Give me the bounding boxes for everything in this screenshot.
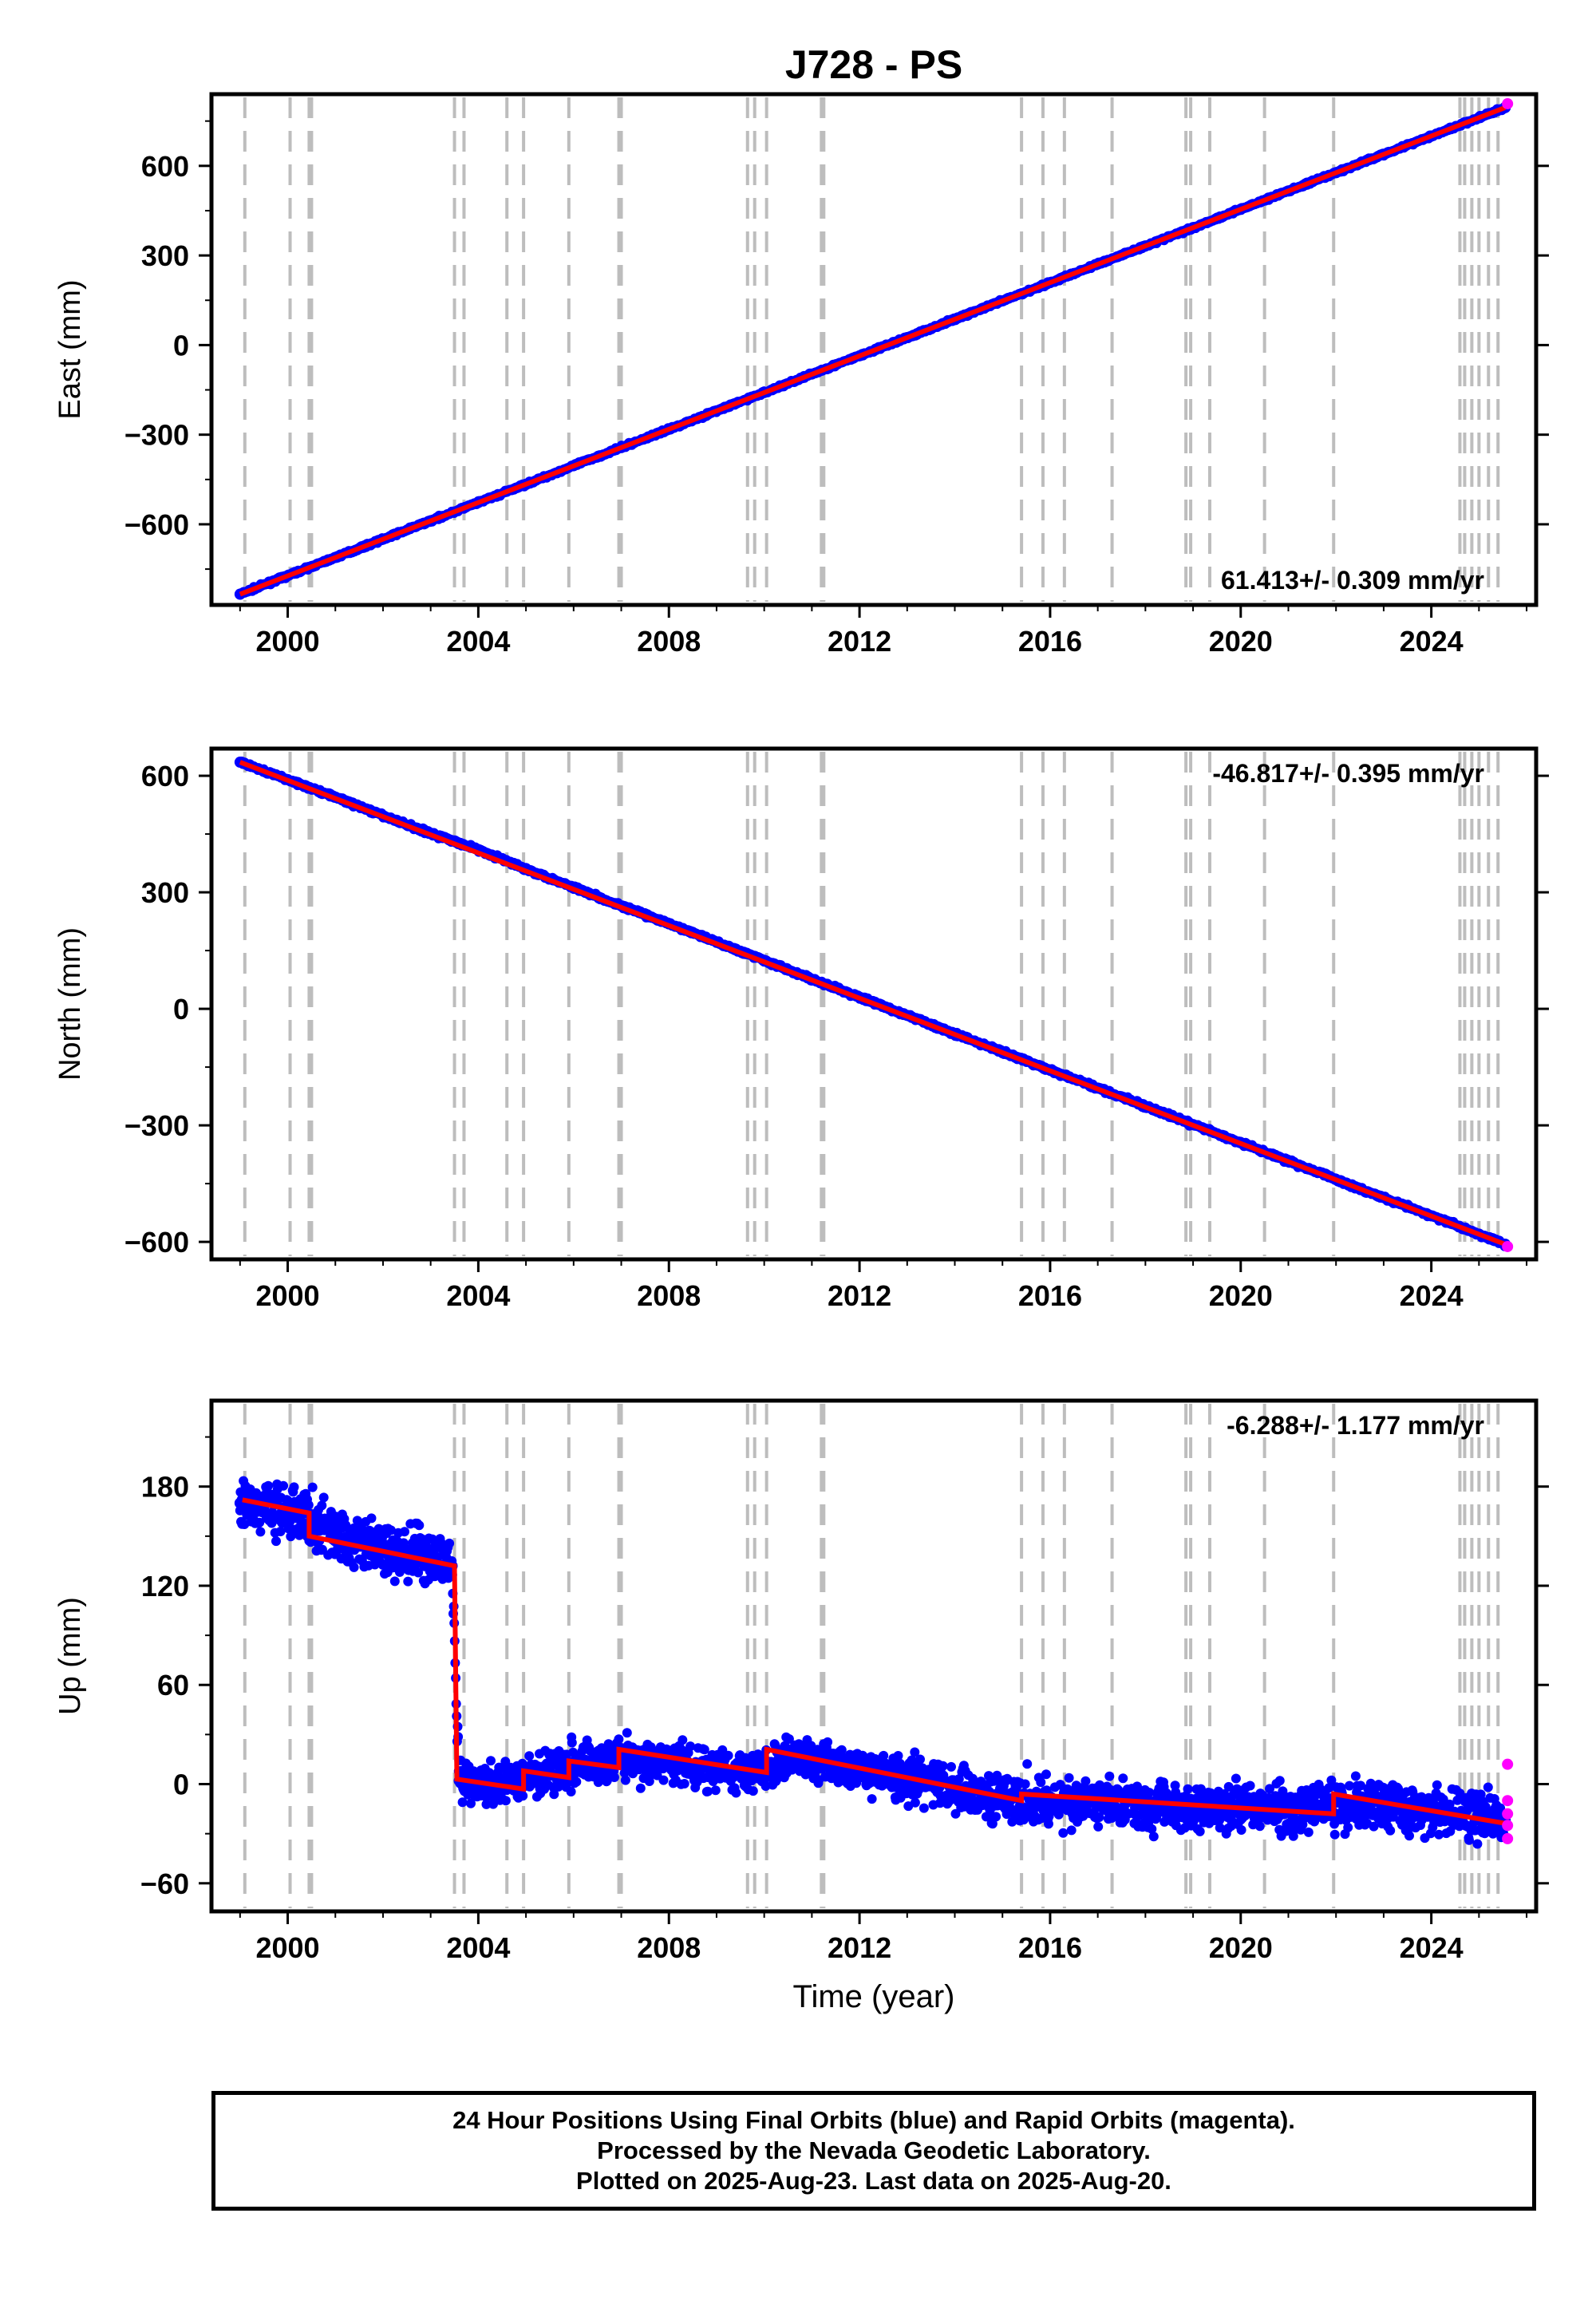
x-tick-label: 2008 (637, 625, 701, 658)
x-tick-label: 2020 (1209, 1279, 1273, 1312)
x-tick-label: 2020 (1209, 625, 1273, 658)
x-tick-label: 2000 (255, 1279, 319, 1312)
final-point (289, 1482, 299, 1492)
final-point (318, 1492, 329, 1503)
final-point (255, 1527, 266, 1537)
x-tick-label: 2024 (1400, 625, 1464, 658)
model-line (239, 760, 1507, 1247)
final-point (303, 1500, 314, 1510)
y-axis-label: East (mm) (53, 279, 87, 419)
final-point (271, 1536, 281, 1547)
chart-title: J728 - PS (785, 42, 962, 87)
y-tick-label: 600 (141, 760, 189, 792)
final-point (263, 1480, 274, 1491)
y-tick-label: −600 (124, 508, 189, 541)
final-point (317, 1500, 327, 1511)
y-tick-label: 300 (141, 876, 189, 909)
x-tick-label: 2016 (1018, 625, 1082, 658)
y-tick-label: −600 (124, 1226, 189, 1259)
final-point (366, 1513, 377, 1524)
final-point (279, 1480, 289, 1491)
rapid-orbit-point (1502, 97, 1514, 109)
x-tick-label: 2024 (1400, 1279, 1464, 1312)
panel-east: −600 −300 0 300 600 2000 2004 2008 2012 2016 2020 2… (53, 92, 1549, 658)
velocity-label: -46.817+/- 0.395 mm/yr (1212, 759, 1484, 788)
y-tick-label: 0 (173, 993, 189, 1026)
panels-group: −600 −300 0 300 600 2000 2004 2008 2012 2016 2020 2… (53, 92, 1549, 2014)
final-point (349, 1562, 359, 1572)
y-tick-label: 600 (141, 150, 189, 183)
y-tick-label: −300 (124, 419, 189, 452)
x-tick-label: 2012 (828, 625, 891, 658)
y-tick-label: 300 (141, 239, 189, 272)
y-tick-label: 0 (173, 329, 189, 362)
panel-north: −600 −300 0 300 600 2000 2004 2008 2012 2016 2020 2… (53, 746, 1549, 1312)
rapid-orbit-point (1502, 1240, 1514, 1252)
final-point (307, 1482, 318, 1492)
model-line (239, 105, 1507, 597)
velocity-label: 61.413+/- 0.309 mm/yr (1221, 566, 1484, 595)
x-tick-label: 2012 (828, 1279, 891, 1312)
y-axis-label: North (mm) (53, 927, 87, 1081)
x-tick-label: 2004 (446, 625, 510, 658)
final-orbit-points (235, 1476, 1511, 1849)
x-tick-label: 2004 (446, 1279, 510, 1312)
y-tick-label: −300 (124, 1109, 189, 1142)
x-tick-label: 2000 (255, 625, 319, 658)
x-tick-label: 2008 (637, 1279, 701, 1312)
x-tick-label: 2016 (1018, 1279, 1082, 1312)
